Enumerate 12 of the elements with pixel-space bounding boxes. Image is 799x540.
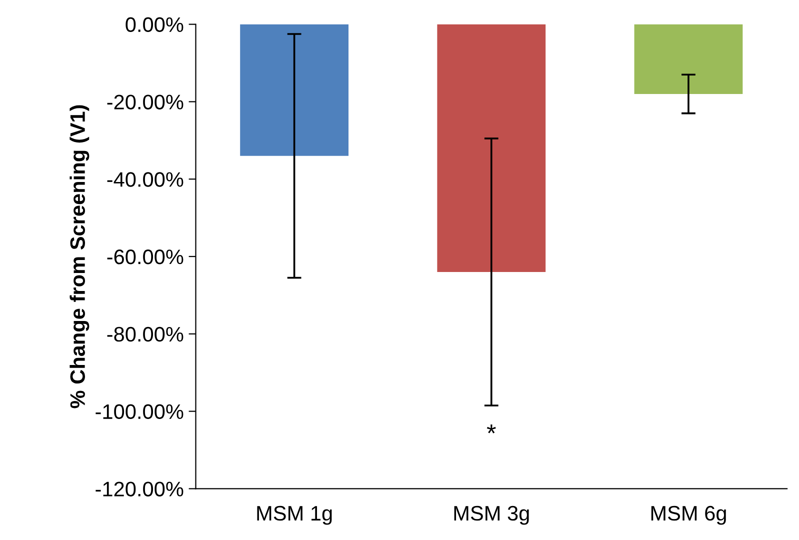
y-tick-label: -80.00% — [107, 326, 184, 342]
x-tick-label: MSM 1g — [257, 506, 332, 525]
annotation: * — [486, 424, 496, 434]
x-tick-label: MSM 6g — [651, 506, 726, 525]
y-tick-label: -60.00% — [107, 250, 184, 264]
y-tick-label: -120.00% — [96, 482, 184, 496]
x-tick-label: MSM 3g — [454, 506, 529, 525]
y-tick-label: -40.00% — [107, 172, 184, 187]
y-axis-title: % Change from Screening (V1) — [70, 105, 90, 408]
y-tick-label: 0.00% — [126, 17, 184, 32]
y-tick-label: -100.00% — [96, 404, 184, 420]
y-tick-label: -20.00% — [107, 94, 184, 110]
